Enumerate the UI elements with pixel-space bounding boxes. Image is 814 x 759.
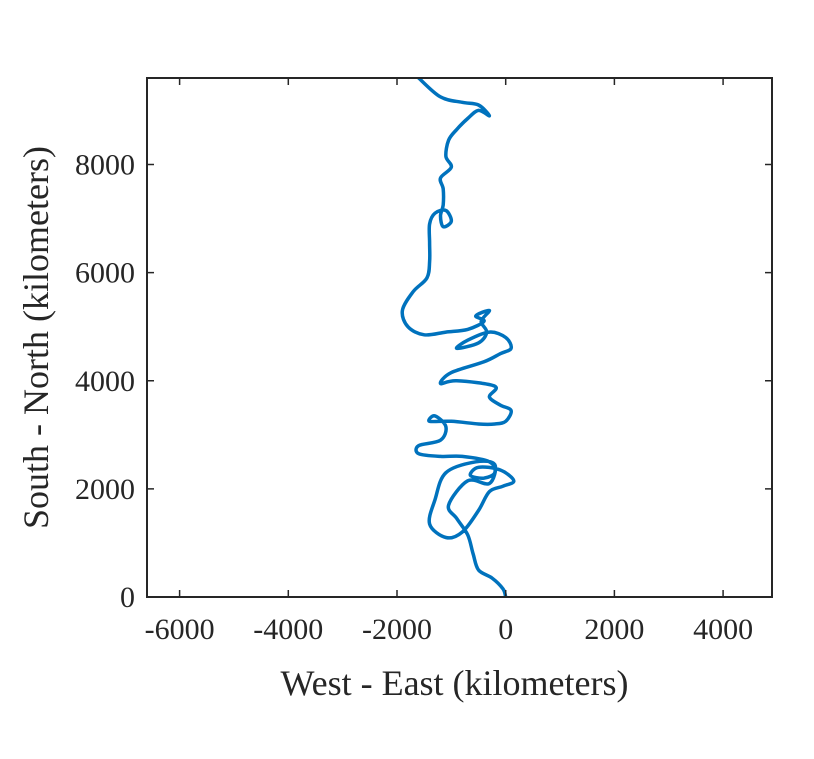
x-tick-label: 4000 [693, 613, 753, 646]
y-tick-label: 6000 [75, 257, 135, 290]
x-tick-label: 0 [498, 613, 513, 646]
x-tick-label: -2000 [362, 613, 432, 646]
x-axis-title: West - East (kilometers) [281, 663, 629, 703]
y-tick-label: 8000 [75, 149, 135, 182]
x-tick-label: -6000 [145, 613, 215, 646]
trajectory-line-0 [400, 78, 516, 597]
y-axis-title: South - North (kilometers) [16, 146, 56, 529]
tick-marks [147, 78, 772, 598]
y-tick-label: 4000 [75, 365, 135, 398]
x-tick-label: 2000 [584, 613, 644, 646]
x-tick-label: -4000 [253, 613, 323, 646]
x-tick-labels: -6000 -4000 -2000 0 2000 4000 [145, 613, 753, 646]
plot-area [400, 78, 516, 597]
axes-box [146, 77, 773, 598]
y-tick-label: 0 [120, 581, 135, 614]
y-tick-label: 2000 [75, 473, 135, 506]
y-tick-labels: 0 2000 4000 6000 8000 [75, 149, 135, 615]
